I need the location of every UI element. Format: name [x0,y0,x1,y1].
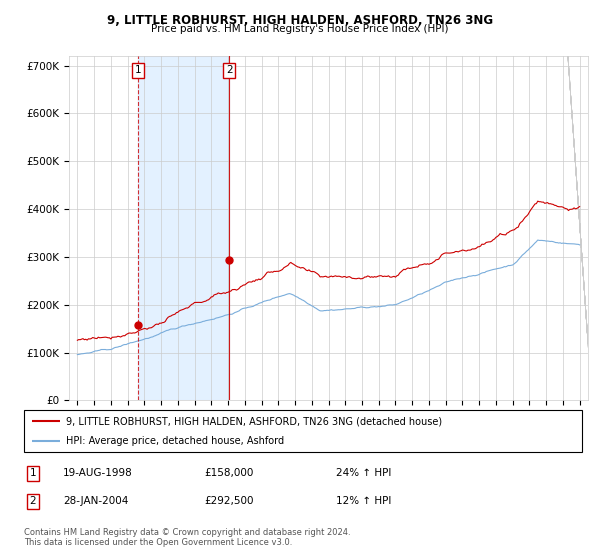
Text: 1: 1 [135,66,142,76]
Text: £158,000: £158,000 [204,468,253,478]
Text: 12% ↑ HPI: 12% ↑ HPI [336,496,391,506]
Text: Contains HM Land Registry data © Crown copyright and database right 2024.
This d: Contains HM Land Registry data © Crown c… [24,528,350,547]
Text: 2: 2 [226,66,233,76]
Text: 9, LITTLE ROBHURST, HIGH HALDEN, ASHFORD, TN26 3NG (detached house): 9, LITTLE ROBHURST, HIGH HALDEN, ASHFORD… [66,416,442,426]
Bar [138,56,229,400]
Text: 1: 1 [29,468,37,478]
Text: Price paid vs. HM Land Registry's House Price Index (HPI): Price paid vs. HM Land Registry's House … [151,24,449,34]
Text: 24% ↑ HPI: 24% ↑ HPI [336,468,391,478]
Text: 9, LITTLE ROBHURST, HIGH HALDEN, ASHFORD, TN26 3NG: 9, LITTLE ROBHURST, HIGH HALDEN, ASHFORD… [107,14,493,27]
Text: HPI: Average price, detached house, Ashford: HPI: Average price, detached house, Ashf… [66,436,284,446]
Text: 28-JAN-2004: 28-JAN-2004 [63,496,128,506]
Text: £292,500: £292,500 [204,496,254,506]
Text: 2: 2 [29,496,37,506]
Text: 19-AUG-1998: 19-AUG-1998 [63,468,133,478]
